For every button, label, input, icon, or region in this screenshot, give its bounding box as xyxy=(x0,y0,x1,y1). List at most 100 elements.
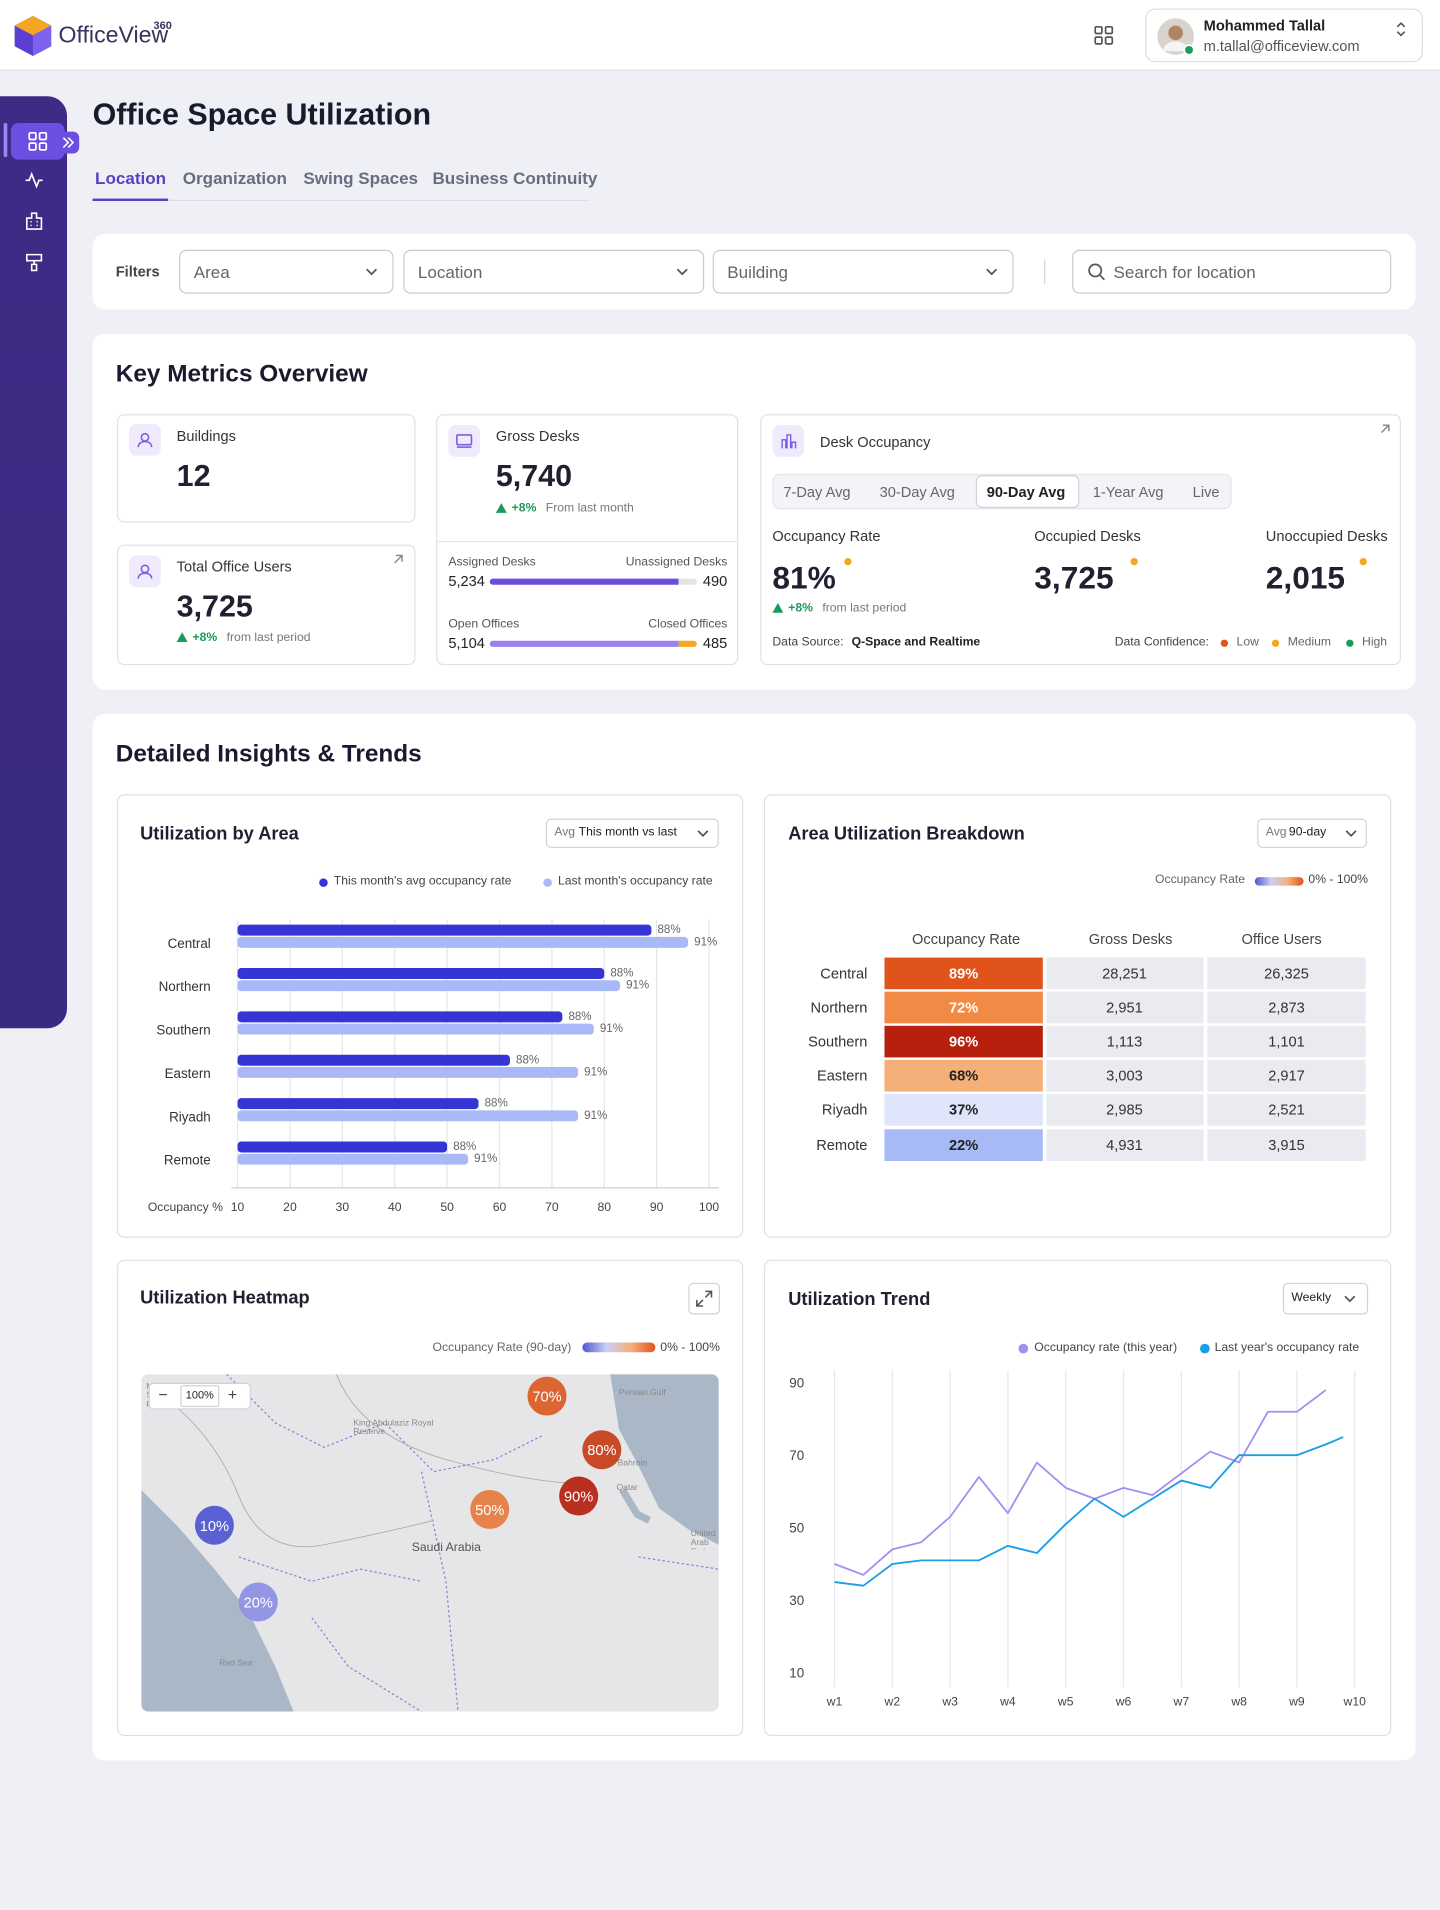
legend-text: High xyxy=(1362,635,1388,650)
scale-gradient xyxy=(1254,877,1304,886)
dropdown[interactable] xyxy=(403,249,705,294)
tab[interactable]: Location xyxy=(95,168,167,188)
apps-icon xyxy=(1094,25,1114,45)
expand-button[interactable] xyxy=(688,1282,720,1315)
metric-value: 3,725 xyxy=(176,589,253,624)
zoom-level: 100% xyxy=(185,1388,214,1402)
legend-dot xyxy=(543,878,552,887)
table-cell xyxy=(1207,1094,1366,1127)
nav-item-active[interactable] xyxy=(10,123,65,160)
cell-value: 1,113 xyxy=(1106,1033,1143,1051)
dropdown[interactable] xyxy=(712,249,1014,294)
search-icon xyxy=(1088,263,1105,281)
occupancy-label: Occupancy Rate xyxy=(772,527,881,545)
dropdown[interactable] xyxy=(1282,1282,1369,1315)
legend-dot xyxy=(1199,1343,1210,1354)
panel-title: Area Utilization Breakdown xyxy=(788,823,1025,845)
legend-dot xyxy=(1018,1343,1029,1354)
tab[interactable]: Business Continuity xyxy=(432,168,598,188)
period-tab[interactable]: 90-Day Avg xyxy=(986,483,1066,501)
dropdown[interactable] xyxy=(1257,818,1367,848)
metric-card xyxy=(760,414,1402,666)
period-tab[interactable]: 30-Day Avg xyxy=(879,483,955,501)
chevron-icon xyxy=(676,268,688,276)
legend-text: Last year's occupancy rate xyxy=(1214,1341,1360,1355)
cell-value: 2,951 xyxy=(1106,999,1143,1017)
tab[interactable]: Organization xyxy=(182,168,287,188)
nav-icon xyxy=(28,131,48,151)
cell-value: 89% xyxy=(949,964,979,982)
cell-value: 2,873 xyxy=(1268,999,1305,1017)
cell-value: 4,931 xyxy=(1106,1136,1143,1154)
dropdown[interactable] xyxy=(545,818,719,848)
period-tab[interactable]: 1-Year Avg xyxy=(1092,483,1164,501)
cell-value: 1,101 xyxy=(1268,1033,1305,1051)
period-tab[interactable]: 7-Day Avg xyxy=(783,483,851,501)
scale-label: Occupancy Rate xyxy=(1154,873,1246,887)
up-triangle xyxy=(772,603,784,613)
panel xyxy=(116,794,744,1238)
cell-value: 72% xyxy=(949,999,979,1017)
nav-icon xyxy=(25,171,43,189)
map-label: Qatar xyxy=(616,1483,638,1493)
metric-icon xyxy=(137,564,153,579)
dropdown-text: Weekly xyxy=(1291,1291,1332,1305)
split-bar xyxy=(679,578,697,585)
metric-label: Gross Desks xyxy=(495,427,580,445)
split-value: 485 xyxy=(702,634,728,652)
table-cell xyxy=(1207,1128,1366,1161)
legend-dot xyxy=(1220,639,1229,647)
metric-card xyxy=(116,414,416,523)
table-cell xyxy=(1207,1060,1366,1092)
map xyxy=(141,1374,719,1712)
search-box[interactable] xyxy=(1072,249,1392,294)
dropdown-text: Building xyxy=(727,261,789,282)
change-note: from last period xyxy=(226,631,311,645)
filter-label: Filters xyxy=(115,263,160,281)
user-name: Mohammed Tallal xyxy=(1203,17,1326,35)
table-cell xyxy=(1046,991,1204,1024)
change: +8% xyxy=(192,631,218,645)
heat-cell xyxy=(884,1026,1043,1058)
table-cell xyxy=(1046,1026,1204,1058)
zoom-out[interactable]: − xyxy=(158,1385,168,1404)
chevron-icon xyxy=(986,268,998,276)
dropdown[interactable] xyxy=(179,249,394,294)
row-label: Remote xyxy=(816,1136,868,1154)
dropdown-text: Area xyxy=(193,261,230,282)
legend-dot xyxy=(319,878,328,887)
legend-dot xyxy=(1346,639,1354,647)
chevron-icon xyxy=(1345,830,1357,837)
metric-label: Total Office Users xyxy=(176,557,292,576)
tab[interactable]: Swing Spaces xyxy=(303,168,419,188)
cell-value: 26,325 xyxy=(1264,964,1309,982)
confidence-dot xyxy=(1359,557,1367,566)
section-title: Key Metrics Overview xyxy=(115,360,368,388)
occupancy-value: 3,725 xyxy=(1034,559,1114,596)
sidebar xyxy=(0,96,68,1029)
legend-text: Last month's occupancy rate xyxy=(557,874,713,889)
table-cell xyxy=(1046,1128,1204,1161)
cell-value: 2,917 xyxy=(1268,1067,1305,1085)
cell-value: 96% xyxy=(949,1033,979,1051)
active-marker xyxy=(3,123,8,158)
icon-box xyxy=(448,425,480,457)
metric-icon xyxy=(781,434,797,449)
icon-box xyxy=(772,425,805,457)
card xyxy=(92,333,1416,690)
occupancy-value: 2,015 xyxy=(1265,559,1346,596)
expand-arrow xyxy=(1381,424,1390,434)
zoom-in[interactable]: + xyxy=(227,1385,238,1404)
split-bar xyxy=(489,578,680,585)
table-cell xyxy=(1207,991,1366,1024)
period-tab[interactable]: Live xyxy=(1192,483,1220,501)
row-label: Riyadh xyxy=(821,1101,868,1119)
up-triangle xyxy=(176,632,188,643)
nav-icon xyxy=(26,253,43,272)
zoom-control xyxy=(148,1382,251,1410)
search-placeholder: Search for location xyxy=(1113,261,1256,282)
confidence-label: Data Confidence: xyxy=(1114,635,1209,650)
split-label: Unassigned Desks xyxy=(625,555,728,569)
row-label: Southern xyxy=(808,1033,868,1051)
